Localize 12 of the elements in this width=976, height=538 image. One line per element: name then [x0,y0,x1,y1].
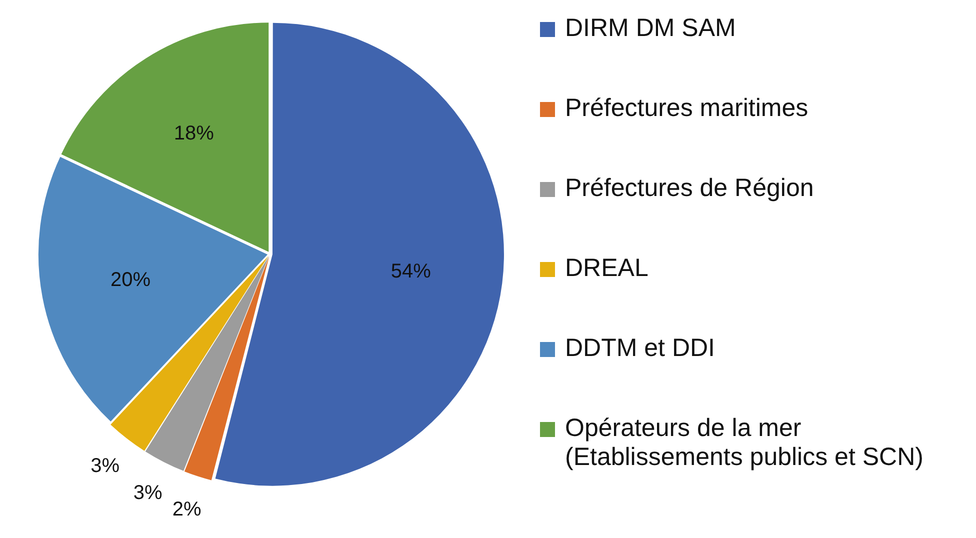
data-label: 54% [390,260,432,282]
legend-label: DIRM DM SAM [565,14,736,43]
data-label: 20% [110,269,151,292]
data-label: 2% [172,498,202,520]
data-label: 3% [133,482,163,504]
legend-label: Préfectures de Région [565,174,814,203]
legend-label: Opérateurs de la mer (Etablissements publics et SCN) [565,414,924,472]
data-label: 3% [90,455,120,478]
legend-label: Préfectures maritimes [565,94,808,123]
data-label: 18% [174,122,214,145]
legend-label: DREAL [565,254,648,283]
legend-label: DDTM et DDI [565,334,715,363]
